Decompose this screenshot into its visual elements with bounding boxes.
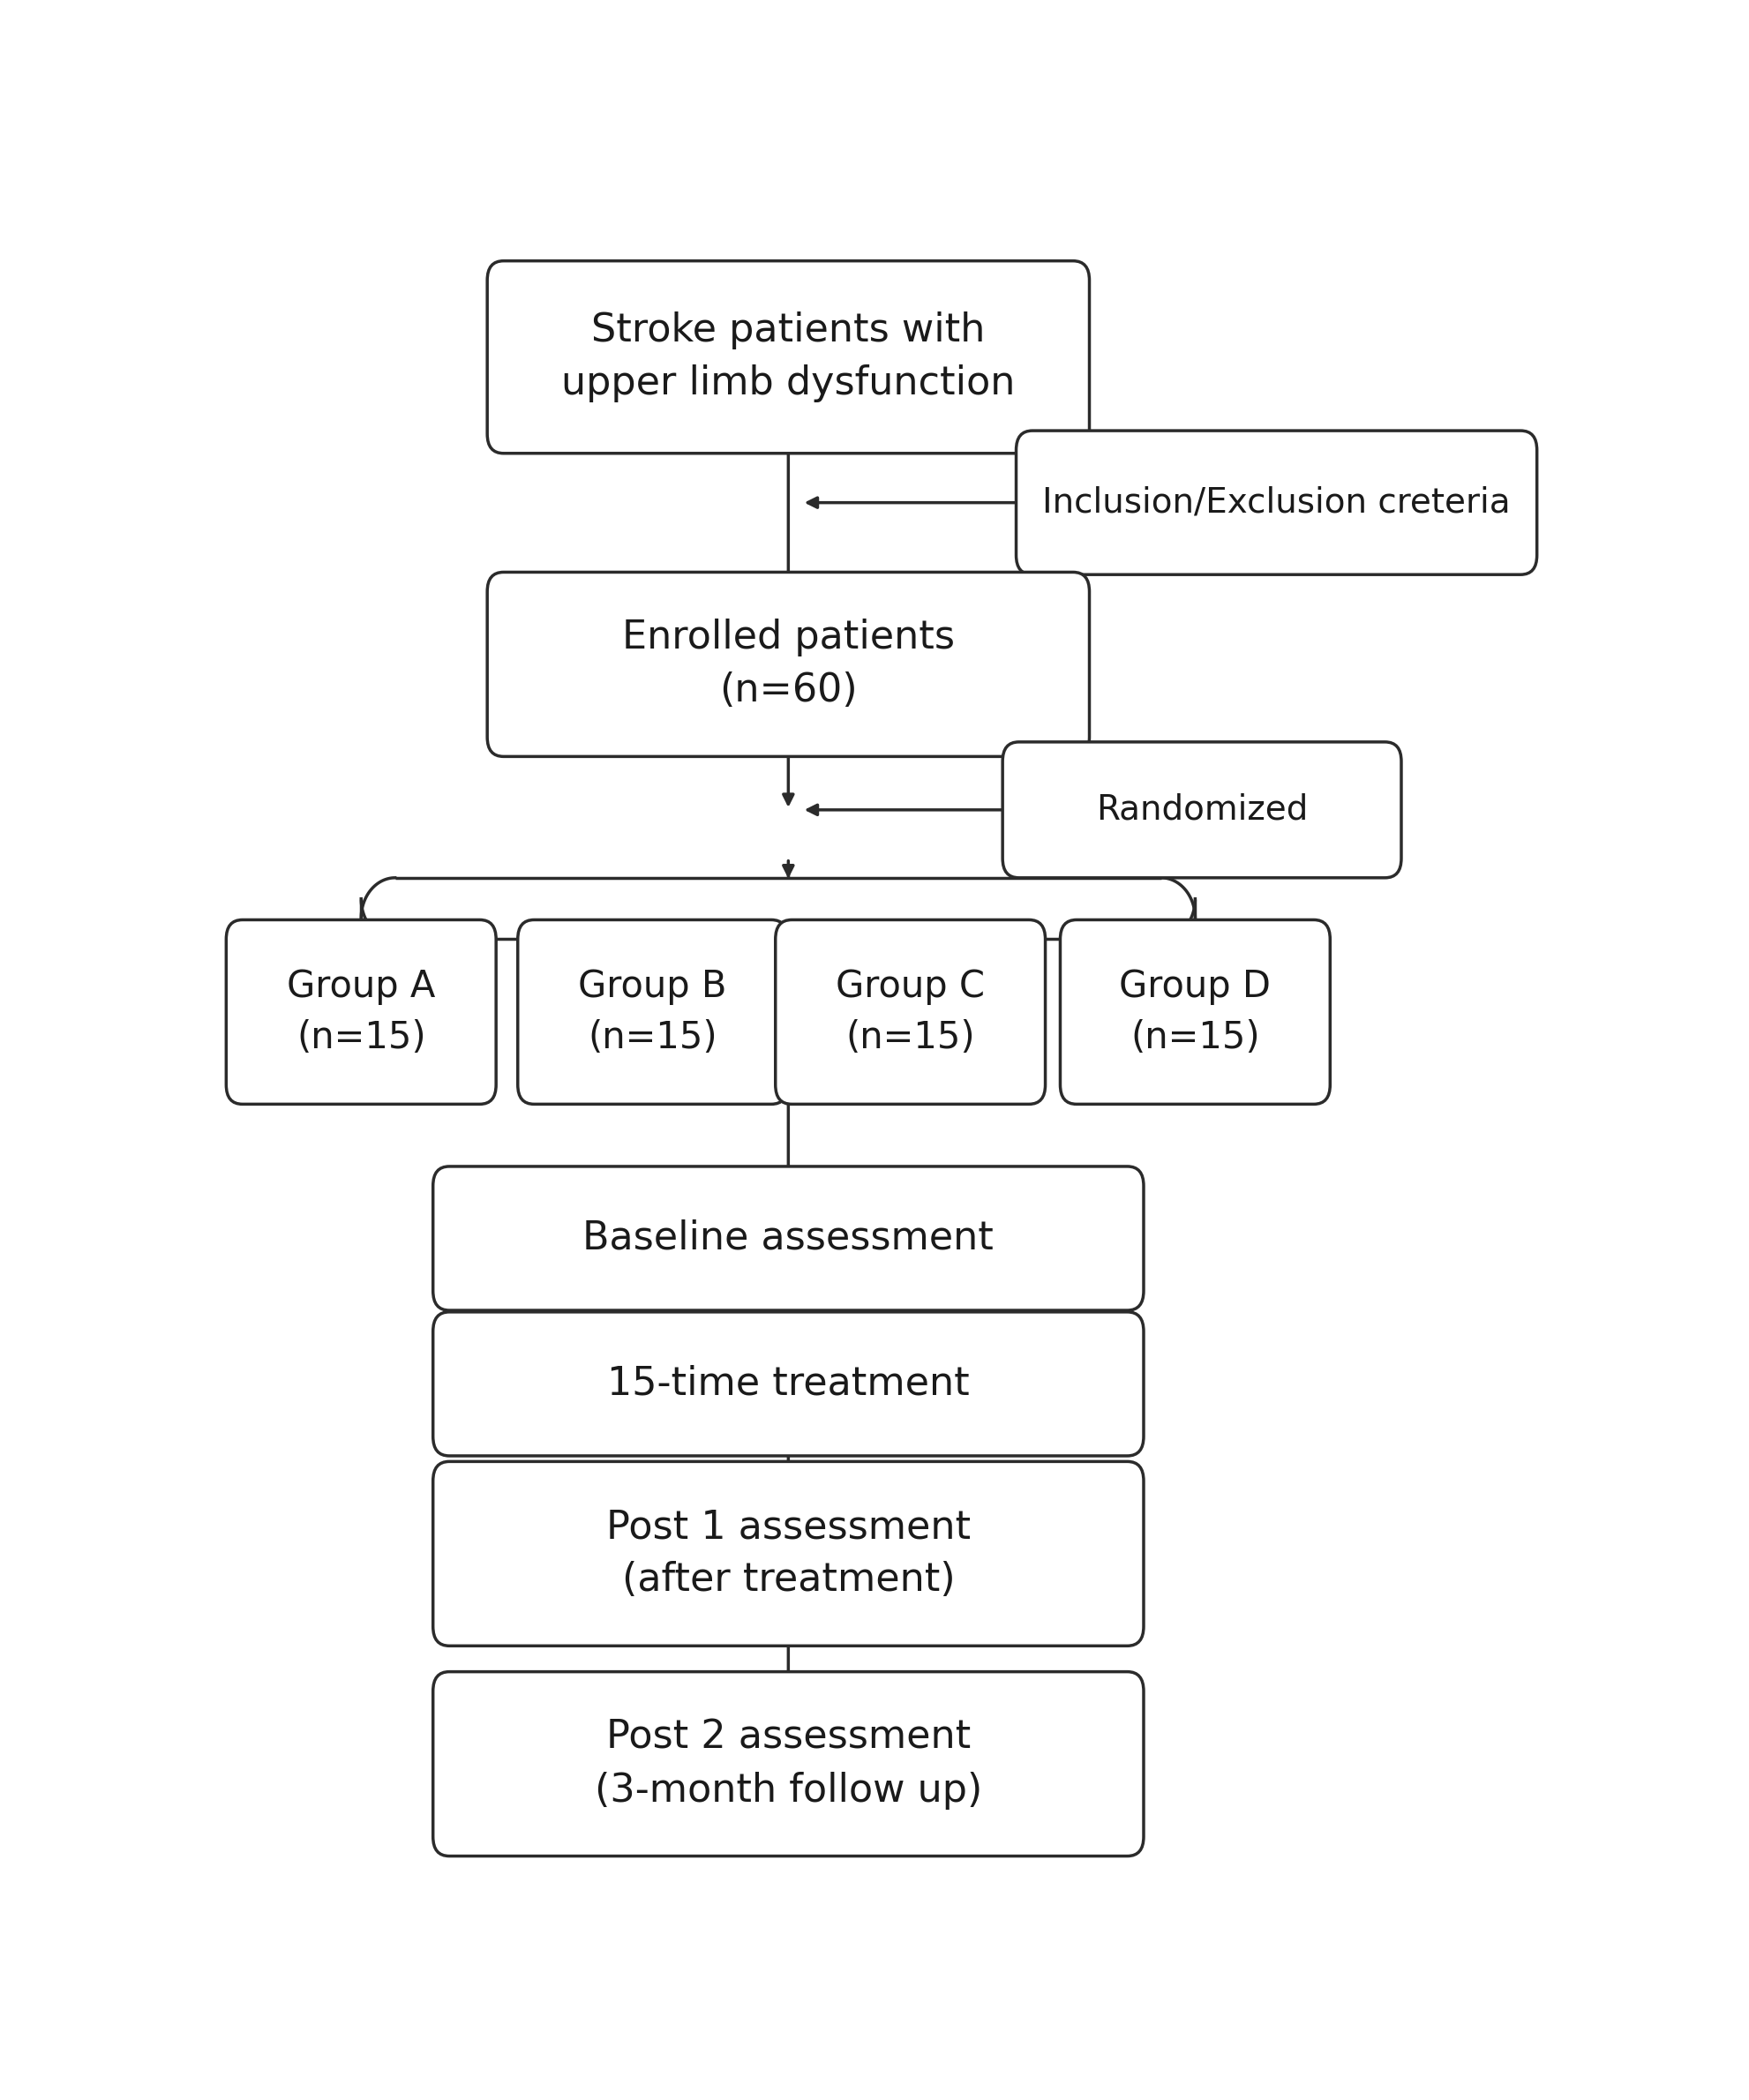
Text: Inclusion/Exclusion creteria: Inclusion/Exclusion creteria: [1042, 485, 1509, 519]
FancyBboxPatch shape: [432, 1462, 1144, 1646]
FancyBboxPatch shape: [486, 260, 1090, 454]
Text: Stroke patients with
upper limb dysfunction: Stroke patients with upper limb dysfunct…: [561, 311, 1014, 403]
FancyBboxPatch shape: [432, 1672, 1144, 1856]
FancyBboxPatch shape: [432, 1312, 1144, 1455]
Text: Group C
(n=15): Group C (n=15): [836, 968, 985, 1056]
Text: Group D
(n=15): Group D (n=15): [1119, 968, 1270, 1056]
FancyBboxPatch shape: [518, 920, 787, 1105]
Text: Baseline assessment: Baseline assessment: [582, 1220, 993, 1258]
Text: Enrolled patients
(n=60): Enrolled patients (n=60): [621, 619, 955, 710]
Text: Post 2 assessment
(3-month follow up): Post 2 assessment (3-month follow up): [595, 1718, 981, 1810]
Text: Randomized: Randomized: [1095, 794, 1307, 827]
Text: Post 1 assessment
(after treatment): Post 1 assessment (after treatment): [605, 1508, 971, 1598]
FancyBboxPatch shape: [486, 571, 1090, 756]
FancyBboxPatch shape: [1060, 920, 1329, 1105]
Text: Group B
(n=15): Group B (n=15): [579, 968, 726, 1056]
FancyBboxPatch shape: [432, 1166, 1144, 1310]
FancyBboxPatch shape: [775, 920, 1044, 1105]
Text: 15-time treatment: 15-time treatment: [607, 1365, 969, 1403]
FancyBboxPatch shape: [1002, 741, 1401, 878]
FancyBboxPatch shape: [1016, 430, 1536, 575]
FancyBboxPatch shape: [226, 920, 495, 1105]
Text: Group A
(n=15): Group A (n=15): [287, 968, 436, 1056]
